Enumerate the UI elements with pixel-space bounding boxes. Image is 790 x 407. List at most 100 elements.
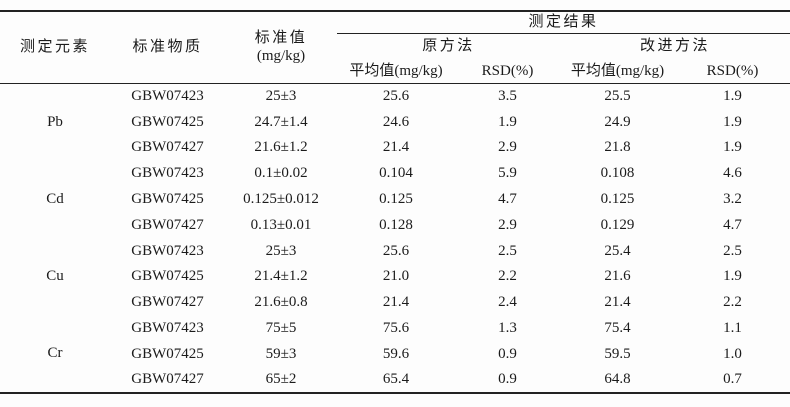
table-header: 测定元素 标准物质 标准值 (mg/kg) 测定结果 原方法 改进方法 平均值(…	[0, 11, 790, 83]
header-standard-name: 标准值	[254, 30, 308, 47]
material-cell: GBW07425	[131, 113, 204, 130]
orig-rsd-cell: 2.2	[498, 268, 517, 285]
material-cell: GBW07423	[131, 320, 204, 337]
orig-rsd-cell: 2.4	[498, 294, 517, 311]
orig-mean-cell: 21.4	[382, 139, 410, 156]
table-row: Cu GBW07423 25±3 25.6 2.5 25.4 2.5	[0, 238, 790, 285]
impr-rsd-cell: 4.6	[723, 165, 742, 182]
element-cell: Cu	[46, 268, 64, 285]
orig-rsd-cell: 2.9	[498, 216, 517, 233]
header-method-original: 原方法	[422, 38, 475, 55]
orig-mean-cell: 75.6	[382, 320, 410, 337]
header-standard-unit: (mg/kg)	[256, 48, 306, 65]
standard-cell: 65±2	[265, 371, 297, 388]
impr-rsd-cell: 2.5	[723, 242, 742, 259]
orig-rsd-cell: 3.5	[498, 88, 517, 105]
impr-mean-cell: 25.5	[604, 88, 631, 105]
measurement-results-table: 测定元素 标准物质 标准值 (mg/kg) 测定结果 原方法 改进方法 平均值(…	[0, 10, 790, 394]
table-body: Pb GBW07423 25±3 25.6 3.5 25.5 1.9 GBW07…	[0, 83, 790, 393]
header-rsd-improved: RSD(%)	[706, 62, 759, 79]
impr-rsd-cell: 1.9	[723, 268, 742, 285]
impr-mean-cell: 24.9	[604, 113, 631, 130]
material-cell: GBW07427	[131, 294, 204, 311]
header-element: 测定元素	[19, 39, 90, 56]
orig-mean-cell: 0.128	[379, 216, 413, 233]
header-method-improved: 改进方法	[640, 38, 711, 55]
table-row: Cd GBW07423 0.1±0.02 0.104 5.9 0.108 4.6	[0, 160, 790, 207]
orig-mean-cell: 24.6	[382, 113, 410, 130]
material-cell: GBW07425	[131, 345, 204, 362]
header-row-group: 测定元素 标准物质 标准值 (mg/kg) 测定结果	[0, 11, 790, 64]
table-row: GBW07425 24.7±1.4 24.6 1.9 24.9 1.9	[0, 109, 790, 135]
header-row-methods: 原方法 改进方法	[0, 33, 790, 59]
material-cell: GBW07427	[131, 371, 204, 388]
material-cell: GBW07423	[131, 165, 204, 182]
material-cell: GBW07427	[131, 139, 204, 156]
orig-rsd-cell: 2.5	[498, 242, 517, 259]
header-results: 测定结果	[337, 11, 790, 34]
material-cell: GBW07423	[131, 242, 204, 259]
orig-rsd-cell: 4.7	[498, 191, 517, 208]
standard-cell: 59±3	[265, 345, 297, 362]
header-material: 标准物质	[132, 39, 203, 56]
material-cell: GBW07425	[131, 268, 204, 285]
material-cell: GBW07423	[131, 88, 204, 105]
impr-mean-cell: 21.4	[604, 294, 631, 311]
header-mean-improved: 平均值(mg/kg)	[570, 62, 665, 79]
table-row: GBW07427 21.6±1.2 21.4 2.9 21.8 1.9	[0, 135, 790, 161]
standard-cell: 0.1±0.02	[254, 165, 308, 182]
impr-mean-cell: 21.8	[604, 139, 631, 156]
standard-cell: 25±3	[265, 88, 297, 105]
impr-rsd-cell: 1.1	[723, 320, 742, 337]
standard-cell: 21.4±1.2	[254, 268, 308, 285]
header-standard: 标准值 (mg/kg)	[225, 11, 337, 83]
standard-cell: 24.7±1.4	[254, 113, 308, 130]
table-row: GBW07425 21.4±1.2 21.0 2.2 21.6 1.9	[0, 264, 790, 290]
impr-rsd-cell: 3.2	[723, 191, 742, 208]
impr-mean-cell: 21.6	[604, 268, 631, 285]
material-cell: GBW07425	[131, 191, 204, 208]
standard-cell: 21.6±0.8	[254, 294, 308, 311]
table-row: GBW07427 21.6±0.8 21.4 2.4 21.4 2.2	[0, 289, 790, 315]
impr-mean-cell: 64.8	[604, 371, 631, 388]
table-row: GBW07427 65±2 65.4 0.9 64.8 0.7	[0, 367, 790, 393]
header-row-measures: 平均值(mg/kg) RSD(%) 平均值(mg/kg) RSD(%)	[0, 59, 790, 83]
orig-mean-cell: 21.4	[382, 294, 410, 311]
orig-mean-cell: 65.4	[382, 371, 410, 388]
impr-rsd-cell: 1.9	[723, 113, 742, 130]
table-row: Cr GBW07423 75±5 75.6 1.3 75.4 1.1	[0, 315, 790, 361]
impr-mean-cell: 59.5	[604, 345, 631, 362]
orig-mean-cell: 59.6	[382, 345, 410, 362]
standard-cell: 25±3	[265, 242, 297, 259]
table-row: GBW07425 0.125±0.012 0.125 4.7 0.125 3.2	[0, 186, 790, 212]
element-cell: Cr	[47, 345, 63, 362]
material-cell: GBW07427	[131, 216, 204, 233]
header-mean-original: 平均值(mg/kg)	[349, 62, 443, 79]
orig-rsd-cell: 5.9	[498, 165, 517, 182]
table-row: GBW07425 59±3 59.6 0.9 59.5 1.0	[0, 341, 790, 367]
orig-rsd-cell: 1.9	[498, 113, 517, 130]
orig-mean-cell: 25.6	[382, 88, 410, 105]
orig-rsd-cell: 0.9	[498, 345, 517, 362]
impr-rsd-cell: 1.9	[723, 139, 742, 156]
orig-mean-cell: 0.104	[379, 165, 413, 182]
impr-rsd-cell: 0.7	[723, 371, 742, 388]
table-row: GBW07427 0.13±0.01 0.128 2.9 0.129 4.7	[0, 212, 790, 238]
orig-rsd-cell: 1.3	[498, 320, 517, 337]
header-rsd-original: RSD(%)	[481, 62, 534, 79]
orig-rsd-cell: 2.9	[498, 139, 517, 156]
orig-rsd-cell: 0.9	[498, 371, 517, 388]
impr-rsd-cell: 4.7	[723, 216, 742, 233]
impr-mean-cell: 0.129	[600, 216, 635, 233]
impr-mean-cell: 25.4	[604, 242, 631, 259]
standard-cell: 75±5	[265, 320, 297, 337]
element-cell: Pb	[47, 113, 63, 130]
orig-mean-cell: 0.125	[379, 191, 413, 208]
impr-mean-cell: 0.108	[600, 165, 635, 182]
standard-cell: 21.6±1.2	[254, 139, 308, 156]
impr-rsd-cell: 1.0	[723, 345, 742, 362]
impr-mean-cell: 75.4	[604, 320, 631, 337]
table-row: Pb GBW07423 25±3 25.6 3.5 25.5 1.9	[0, 83, 790, 130]
impr-mean-cell: 0.125	[600, 191, 635, 208]
